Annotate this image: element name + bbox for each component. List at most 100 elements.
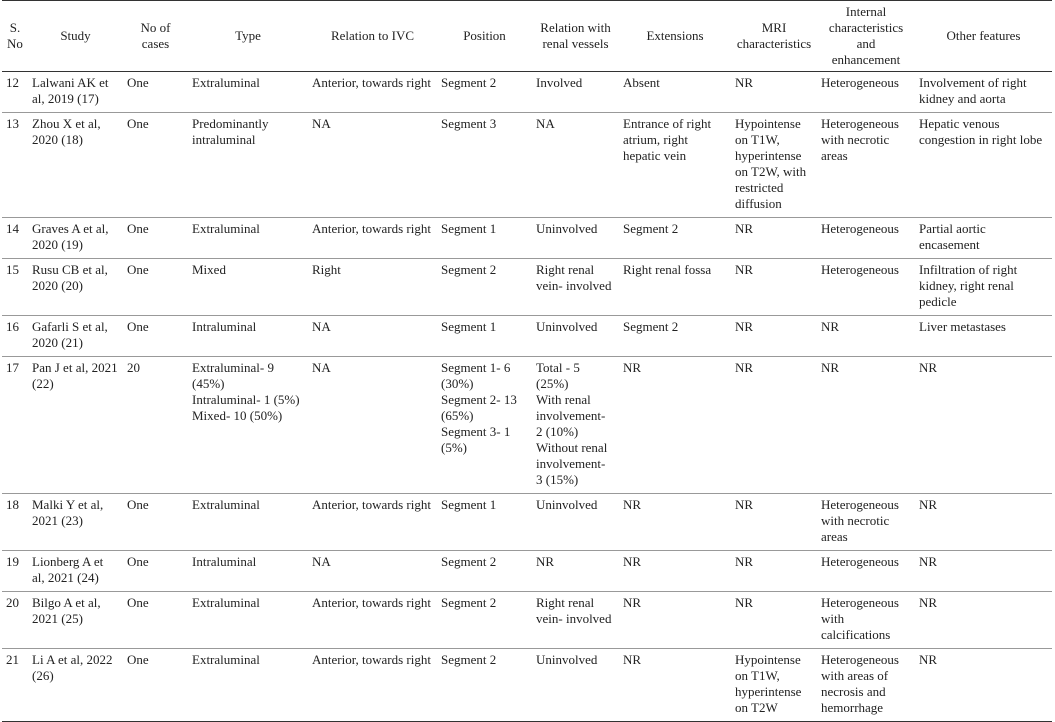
table-row: 15 Rusu CB et al, 2020 (20) One Mixed Right S… <box>2 258 1052 316</box>
table-cell: Anterior, towards right <box>308 217 437 259</box>
table-cell: 18 <box>2 493 28 551</box>
table-cell: Segment 3 <box>437 112 532 218</box>
table-cell: Absent <box>619 71 731 113</box>
header-cell: Relation with renal vessels <box>532 0 619 72</box>
table-cell: NR <box>731 315 817 357</box>
table-cell: 16 <box>2 315 28 357</box>
table-cell: Infiltration of right kidney, right rena… <box>915 258 1052 316</box>
table-cell: NR <box>731 258 817 316</box>
table-cell: Extraluminal <box>188 591 308 649</box>
table-cell: 14 <box>2 217 28 259</box>
table-cell: Lionberg A et al, 2021 (24) <box>28 550 123 592</box>
table-cell: 17 <box>2 356 28 494</box>
header-cell: Type <box>188 0 308 72</box>
table-cell: NR <box>915 356 1052 494</box>
table-cell: NR <box>731 71 817 113</box>
table-row: 17 Pan J et al, 2021 (22) 20 Extraluminal- … <box>2 356 1052 494</box>
table-row: 18 Malki Y et al, 2021 (23) One Extralumina… <box>2 493 1052 551</box>
table-cell: Heterogeneous <box>817 550 915 592</box>
table-cell: One <box>123 258 188 316</box>
table-cell: NR <box>817 315 915 357</box>
table-cell: Li A et al, 2022 (26) <box>28 648 123 722</box>
table-cell: Segment 2 <box>619 315 731 357</box>
table-cell: Heterogeneous <box>817 217 915 259</box>
header-cell: Extensions <box>619 0 731 72</box>
table-cell: Uninvolved <box>532 493 619 551</box>
table-cell: Involved <box>532 71 619 113</box>
table-row: 20 Bilgo A et al, 2021 (25) One Extralumina… <box>2 591 1052 649</box>
table-cell: Extraluminal <box>188 217 308 259</box>
table-row: 16 Gafarli S et al, 2020 (21) One Intralumi… <box>2 315 1052 357</box>
table-cell: One <box>123 591 188 649</box>
table-cell: Uninvolved <box>532 217 619 259</box>
table-cell: Pan J et al, 2021 (22) <box>28 356 123 494</box>
table-cell: Right <box>308 258 437 316</box>
table-cell: Zhou X et al, 2020 (18) <box>28 112 123 218</box>
table-cell: Hypointense on T1W, hyperintense on T2W,… <box>731 112 817 218</box>
table-cell: NR <box>619 493 731 551</box>
header-cell: No of cases <box>123 0 188 72</box>
table-cell: 12 <box>2 71 28 113</box>
table-cell: 15 <box>2 258 28 316</box>
table-cell: NR <box>731 550 817 592</box>
table-cell: Anterior, towards right <box>308 493 437 551</box>
table-cell: Segment 2 <box>619 217 731 259</box>
table-cell: NR <box>731 591 817 649</box>
table-cell: NR <box>915 591 1052 649</box>
table-cell: One <box>123 71 188 113</box>
header-cell: Other features <box>915 0 1052 72</box>
table-cell: 19 <box>2 550 28 592</box>
header-cell: Study <box>28 0 123 72</box>
table-cell: NA <box>308 315 437 357</box>
table-body: 12 Lalwani AK et al, 2019 (17) One Extralum… <box>2 71 1052 722</box>
table-cell: 20 <box>123 356 188 494</box>
table-cell: NR <box>619 591 731 649</box>
table-cell: Segment 2 <box>437 648 532 722</box>
table-cell: Extraluminal <box>188 493 308 551</box>
table-cell: Heterogeneous <box>817 71 915 113</box>
table-cell: Bilgo A et al, 2021 (25) <box>28 591 123 649</box>
table-cell: Uninvolved <box>532 648 619 722</box>
table-cell: Right renal fossa <box>619 258 731 316</box>
table-row: 14 Graves A et al, 2020 (19) One Extralumin… <box>2 217 1052 259</box>
table-cell: NR <box>915 493 1052 551</box>
table-cell: Right renal vein- involved <box>532 591 619 649</box>
table-cell: Segment 2 <box>437 258 532 316</box>
table-cell: Extraluminal <box>188 71 308 113</box>
table-cell: Segment 2 <box>437 591 532 649</box>
table-cell: One <box>123 648 188 722</box>
table-cell: Heterogeneous with areas of necrosis and… <box>817 648 915 722</box>
table-cell: NR <box>817 356 915 494</box>
table-cell: NA <box>308 112 437 218</box>
table-cell: Heterogeneous with calcifications <box>817 591 915 649</box>
table-cell: NR <box>915 648 1052 722</box>
header-cell: Relation to IVC <box>308 0 437 72</box>
table-cell: Heterogeneous with necrotic areas <box>817 493 915 551</box>
header-cell: Internal characteristics and enhancement <box>817 0 915 72</box>
header-row: S. No Study No of cases Type Relation to IVC… <box>2 0 1052 72</box>
table-row: 19 Lionberg A et al, 2021 (24) One Intralum… <box>2 550 1052 592</box>
table-cell: Anterior, towards right <box>308 591 437 649</box>
table-cell: Segment 2 <box>437 550 532 592</box>
table-cell: Right renal vein- involved <box>532 258 619 316</box>
table-cell: NR <box>619 550 731 592</box>
table-cell: Entrance of right atrium, right hepatic … <box>619 112 731 218</box>
table-cell: NR <box>915 550 1052 592</box>
table-cell: 13 <box>2 112 28 218</box>
table-cell: Total - 5 (25%) With renal involvement- … <box>532 356 619 494</box>
table-cell: Hepatic venous congestion in right lobe <box>915 112 1052 218</box>
table-cell: Malki Y et al, 2021 (23) <box>28 493 123 551</box>
table-cell: Uninvolved <box>532 315 619 357</box>
table-cell: NR <box>532 550 619 592</box>
table-cell: Segment 1 <box>437 217 532 259</box>
table-cell: Mixed <box>188 258 308 316</box>
table-row: 13 Zhou X et al, 2020 (18) One Predominantl… <box>2 112 1052 218</box>
table-cell: Graves A et al, 2020 (19) <box>28 217 123 259</box>
table-cell: NR <box>731 356 817 494</box>
table-cell: One <box>123 493 188 551</box>
table-cell: NR <box>619 356 731 494</box>
table-cell: NR <box>731 493 817 551</box>
table-cell: One <box>123 112 188 218</box>
